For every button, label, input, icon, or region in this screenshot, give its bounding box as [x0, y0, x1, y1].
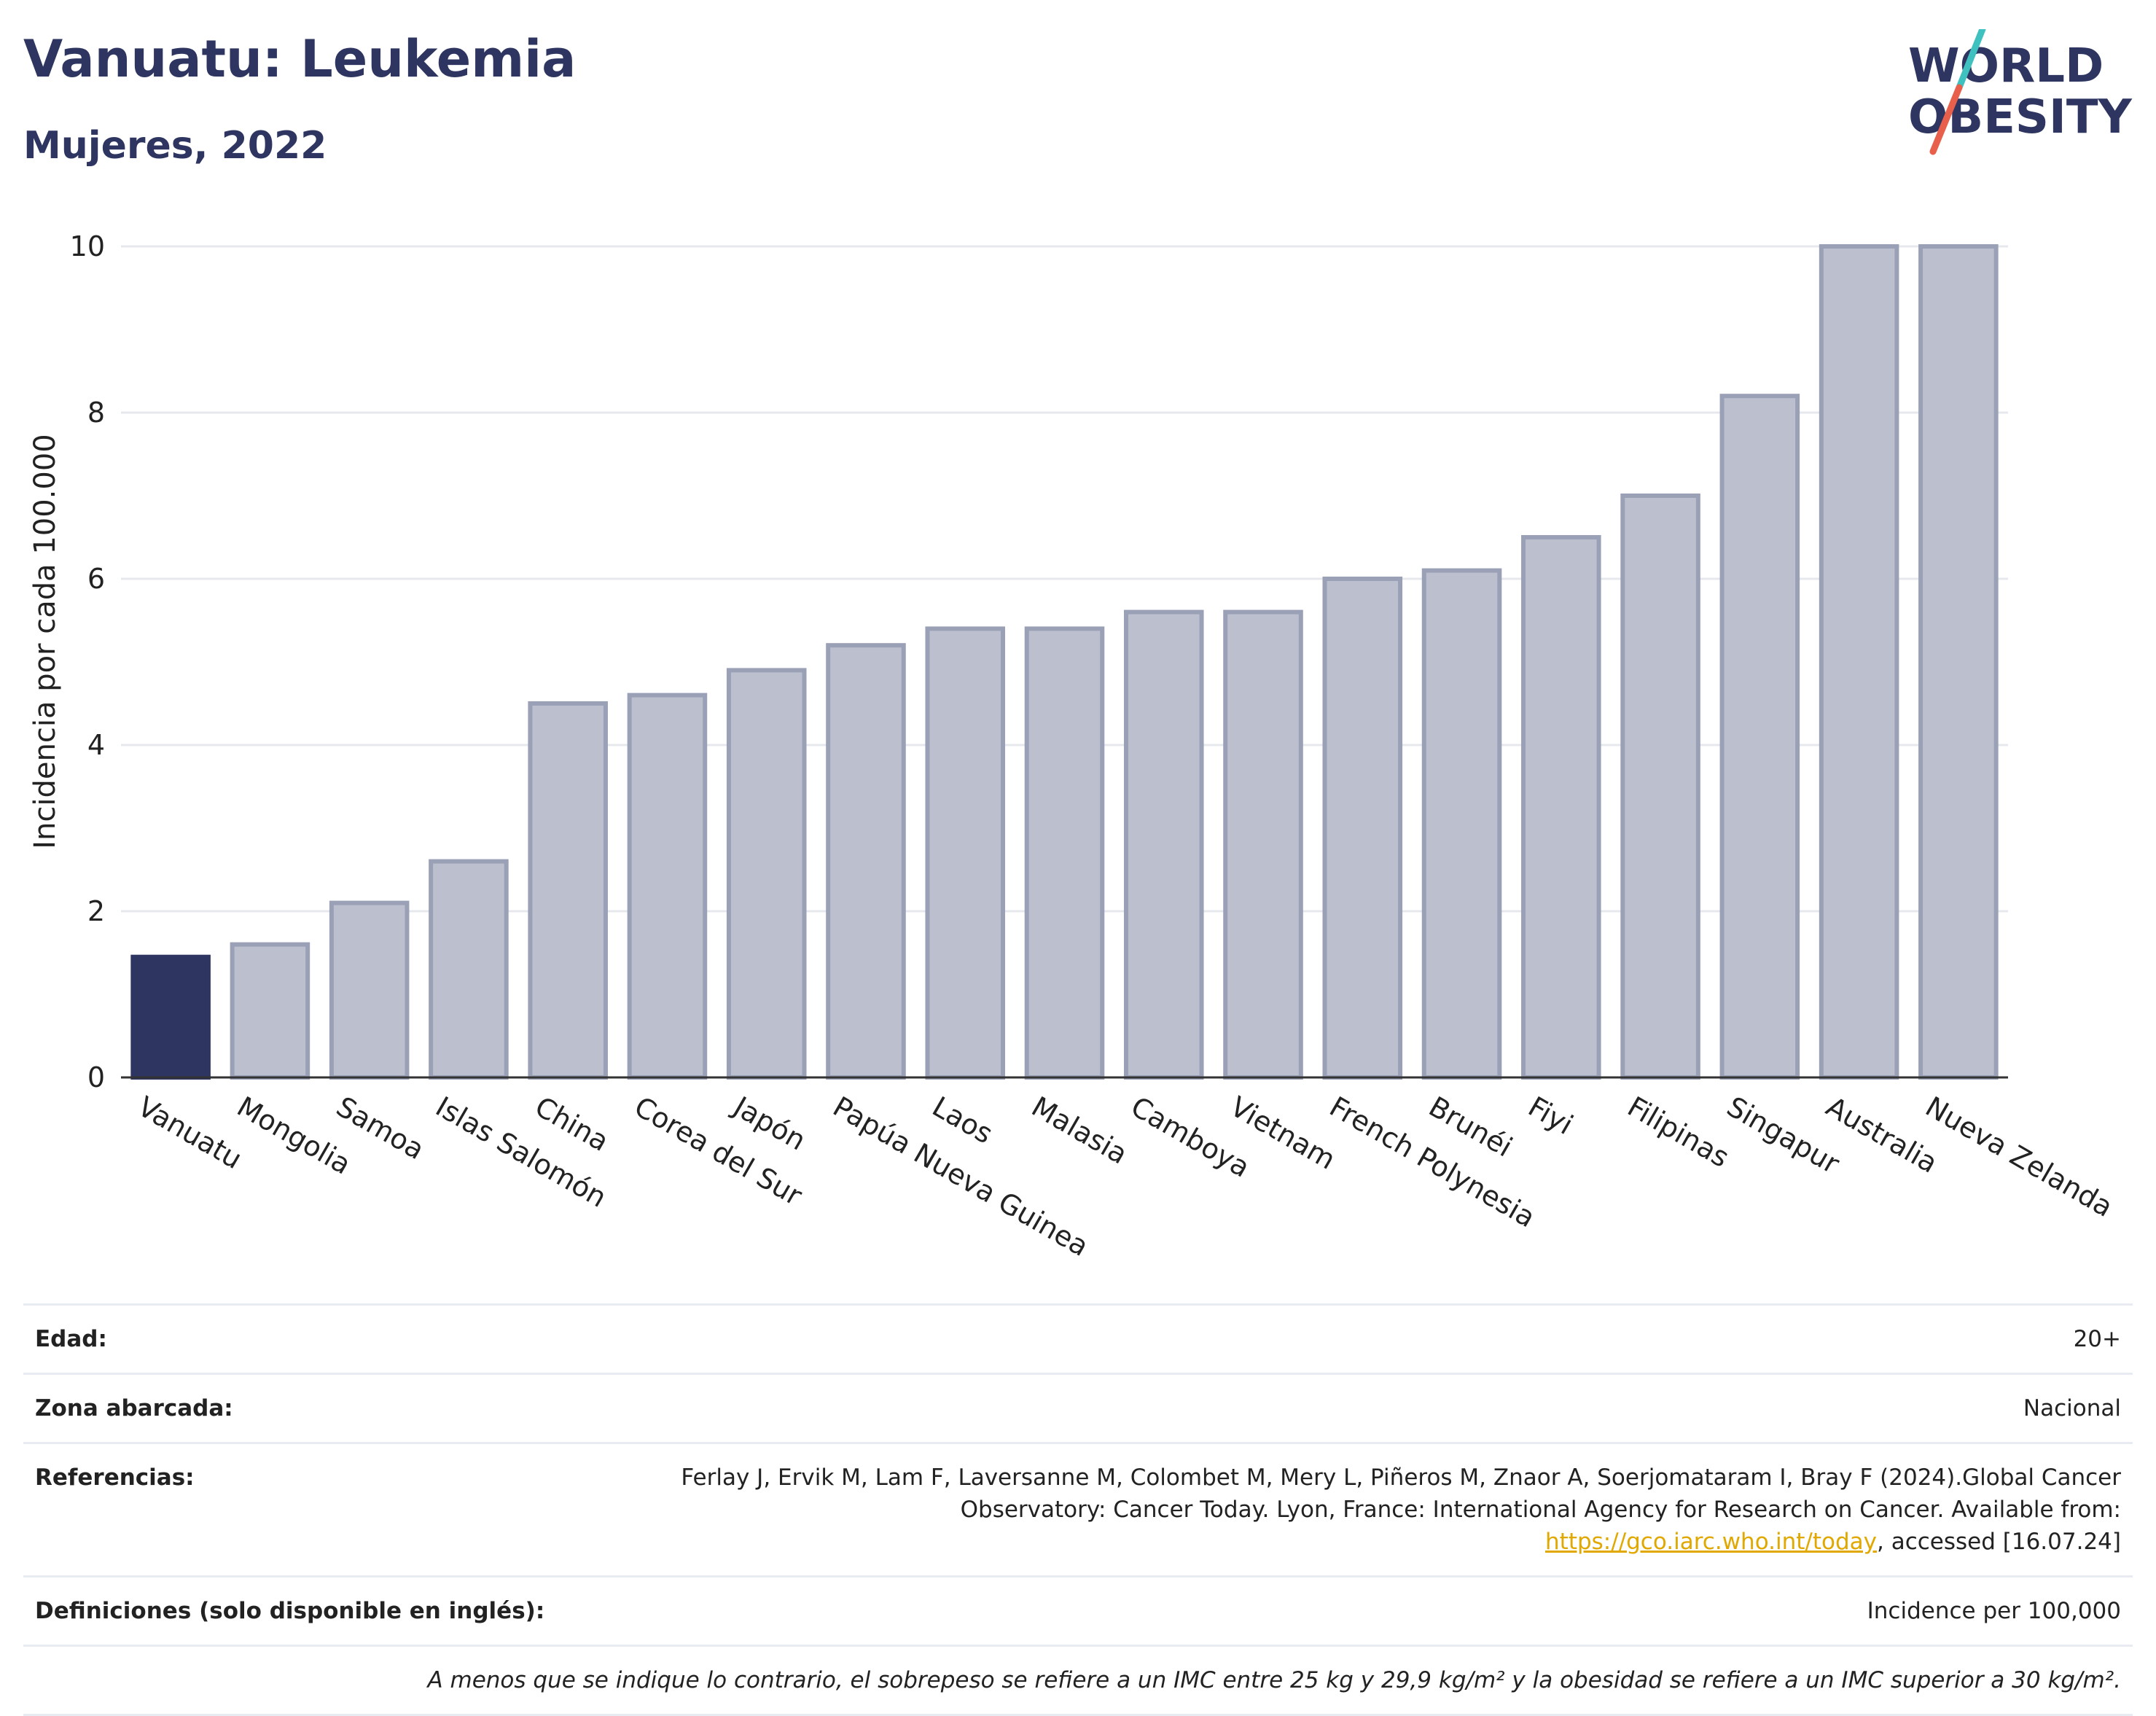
info-row-definitions: Definiciones (solo disponible en inglés)… — [23, 1575, 2133, 1645]
zone-label: Zona abarcada: — [35, 1395, 233, 1421]
note-text: A menos que se indique lo contrario, el … — [427, 1667, 2121, 1693]
references-accessed: , accessed [16.07.24] — [1876, 1529, 2121, 1555]
y-tick-label: 8 — [87, 397, 105, 429]
x-tick-label: Australia — [1821, 1091, 1943, 1179]
definitions-value: Incidence per 100,000 — [1867, 1598, 2121, 1624]
references-text: Ferlay J, Ervik M, Lam F, Laversanne M, … — [681, 1465, 2121, 1523]
info-table: Edad: 20+ Zona abarcada: Nacional Refere… — [23, 1303, 2133, 1716]
bars — [121, 244, 2008, 1080]
x-tick-label: Fiyi — [1523, 1091, 1578, 1141]
references-link[interactable]: https://gco.iarc.who.int/today — [1545, 1529, 1877, 1555]
y-tick-label: 4 — [87, 729, 105, 761]
y-tick-label: 2 — [87, 895, 105, 927]
y-tick-labels: 0 2 4 6 8 10 — [70, 230, 105, 1093]
info-row-note: A menos que se indique lo contrario, el … — [23, 1645, 2133, 1716]
bar-laos[interactable] — [925, 626, 1006, 1080]
bar-fiyi[interactable] — [1521, 535, 1601, 1080]
bar-islas-salomón[interactable] — [429, 859, 509, 1080]
bar-vietnam[interactable] — [1223, 609, 1303, 1080]
y-tick-label: 6 — [87, 563, 105, 595]
y-axis-label: Incidencia por cada 100.000 — [28, 434, 62, 849]
logo-slash-top — [1956, 29, 1986, 91]
age-value: 20+ — [2073, 1326, 2121, 1352]
bar-papúa-nueva-guinea[interactable] — [826, 643, 906, 1080]
bar-china[interactable] — [528, 701, 608, 1080]
bar-french-polynesia[interactable] — [1322, 577, 1403, 1080]
y-tick-label: 0 — [87, 1061, 105, 1093]
bar-mongolia[interactable] — [230, 942, 310, 1080]
bar-brunéi[interactable] — [1421, 568, 1502, 1080]
logo-slash-bottom — [1929, 84, 1963, 155]
x-tick-label: Islas Salomón — [430, 1091, 612, 1214]
y-tick-label: 10 — [70, 230, 105, 262]
zone-value: Nacional — [2023, 1395, 2121, 1421]
logo-text-world: WORLD — [1908, 39, 2104, 93]
definitions-label: Definiciones (solo disponible en inglés)… — [35, 1598, 545, 1624]
bar-vanuatu[interactable] — [130, 954, 211, 1080]
references-label: Referencias: — [35, 1465, 195, 1491]
info-row-zone: Zona abarcada: Nacional — [23, 1373, 2133, 1442]
x-tick-label: Filipinas — [1622, 1091, 1735, 1174]
x-tick-label: Corea del Sur — [629, 1091, 808, 1212]
x-tick-label: Vanuatu — [133, 1091, 248, 1175]
bar-singapur[interactable] — [1719, 394, 1800, 1080]
x-tick-label: Malasia — [1026, 1091, 1133, 1171]
x-tick-label: Mongolia — [232, 1091, 356, 1181]
bar-samoa[interactable] — [329, 900, 410, 1080]
page-subtitle: Mujeres, 2022 — [23, 124, 327, 168]
x-tick-label: Laos — [927, 1091, 999, 1150]
bar-camboya[interactable] — [1123, 609, 1204, 1080]
info-row-references: Referencias: Ferlay J, Ervik M, Lam F, L… — [23, 1442, 2133, 1575]
bar-japón[interactable] — [726, 668, 807, 1080]
references-value: Ferlay J, Ervik M, Lam F, Laversanne M, … — [663, 1462, 2121, 1558]
page-title: Vanuatu: Leukemia — [23, 29, 577, 89]
bar-filipinas[interactable] — [1620, 494, 1700, 1080]
bar-corea-del-sur[interactable] — [627, 693, 708, 1080]
bar-australia[interactable] — [1819, 244, 1899, 1080]
world-obesity-logo: WORLD OBESITY — [1908, 29, 2132, 155]
age-label: Edad: — [35, 1326, 107, 1352]
bar-nueva-zelanda[interactable] — [1918, 244, 1999, 1080]
x-tick-label: Singapur — [1722, 1091, 1846, 1180]
x-tick-label: Nueva Zelanda — [1920, 1091, 2118, 1223]
bar-malasia[interactable] — [1024, 626, 1105, 1080]
info-row-age: Edad: 20+ — [23, 1303, 2133, 1373]
